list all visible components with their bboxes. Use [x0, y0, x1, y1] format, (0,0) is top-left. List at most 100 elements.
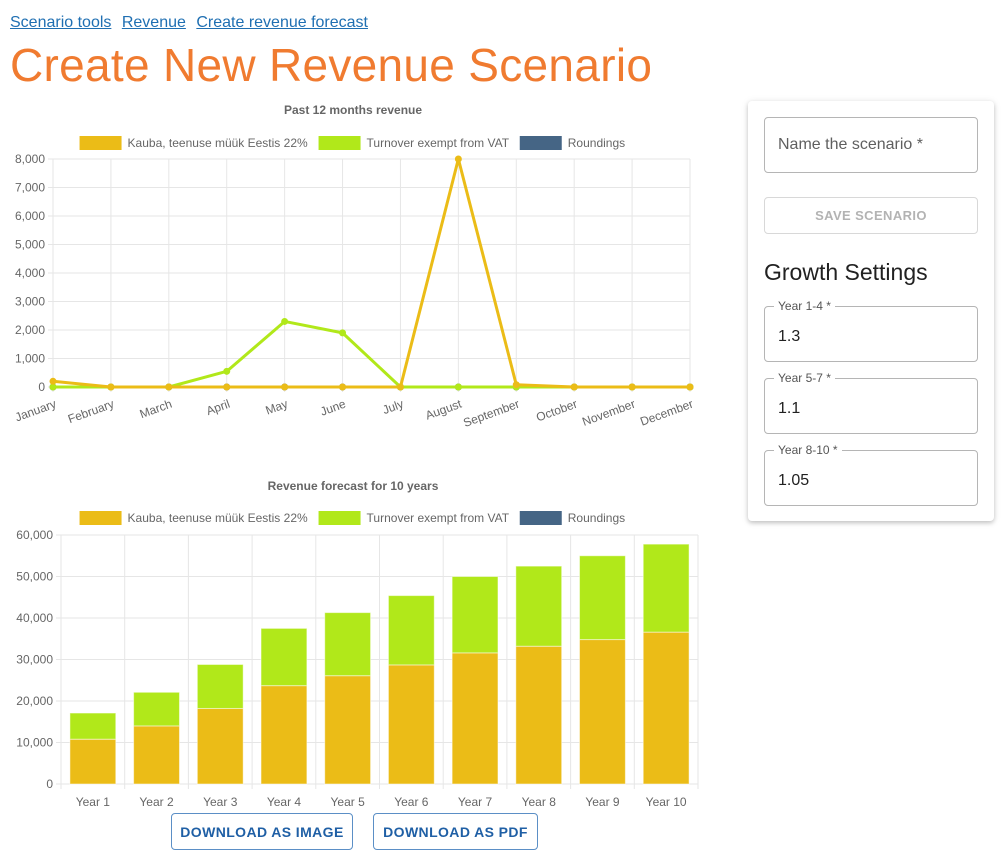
- bar-1-9: [642, 543, 690, 633]
- line-point-0-4: [281, 383, 289, 391]
- line-chart-y-tick-2: 2,000: [15, 323, 45, 337]
- bar-0-3: [260, 685, 308, 785]
- line-point-0-2: [165, 383, 173, 391]
- line-point-0-6: [396, 383, 404, 391]
- bar-chart-legend-swatch-0: [79, 511, 122, 525]
- line-chart-x-tick-1: February: [66, 397, 116, 427]
- line-chart-legend-label-0: Kauba, teenuse müük Eestis 22%: [128, 136, 308, 150]
- line-chart-x-tick-2: March: [138, 397, 174, 422]
- bar-1-8: [579, 555, 626, 641]
- breadcrumb-revenue-link[interactable]: Revenue: [121, 14, 186, 31]
- bar-chart-x-tick-6: Year 7: [458, 795, 493, 809]
- line-point-0-7: [454, 155, 462, 163]
- line-chart-y-tick-4: 4,000: [15, 266, 45, 280]
- bar-1-0: [69, 712, 117, 740]
- year-8-10-field: Year 8-10 *: [764, 443, 978, 506]
- bar-0-4: [324, 675, 372, 785]
- bar-0-2: [196, 707, 244, 785]
- bar-chart-y-tick-2: 20,000: [16, 694, 53, 708]
- year-1-4-field: Year 1-4 *: [764, 299, 978, 362]
- bar-chart-legend-label-2: Roundings: [568, 511, 625, 525]
- page-title: Create New Revenue Scenario: [10, 39, 653, 91]
- save-scenario-button[interactable]: SAVE SCENARIO: [764, 197, 978, 234]
- bar-chart-y-tick-1: 10,000: [16, 736, 53, 750]
- line-point-1-3: [223, 367, 231, 375]
- breadcrumb: Scenario tools Revenue Create revenue fo…: [10, 14, 374, 32]
- line-chart-x-tick-9: October: [534, 397, 579, 425]
- line-series-0: [52, 157, 690, 389]
- growth-settings-heading: Growth Settings: [764, 259, 928, 285]
- bar-chart-x-tick-0: Year 1: [76, 795, 111, 809]
- year-5-7-field: Year 5-7 *: [764, 371, 978, 434]
- bar-chart-y-tick-0: 0: [46, 777, 53, 791]
- bar-0-0: [69, 738, 117, 785]
- line-chart-y-tick-1: 1,000: [15, 352, 45, 366]
- line-chart-x-tick-10: November: [580, 397, 637, 429]
- line-point-1-4: [281, 317, 289, 325]
- bar-chart-title: Revenue forecast for 10 years: [268, 479, 439, 493]
- line-chart-legend-swatch-0: [79, 136, 122, 150]
- bar-chart-x-tick-3: Year 4: [267, 795, 302, 809]
- bar-1-2: [196, 663, 244, 709]
- line-chart-x-tick-0: January: [13, 397, 58, 425]
- line-chart-x-tick-5: June: [318, 397, 348, 419]
- line-chart-y-tick-6: 6,000: [15, 209, 45, 223]
- scenario-name-input[interactable]: [764, 117, 978, 173]
- breadcrumb-scenario-tools-link[interactable]: Scenario tools: [10, 14, 112, 31]
- bar-1-4: [324, 612, 372, 677]
- line-point-1-7: [454, 383, 462, 391]
- bar-chart-x-tick-4: Year 5: [331, 795, 366, 809]
- bar-chart-y-tick-3: 30,000: [16, 653, 53, 667]
- line-point-1-5: [339, 329, 347, 337]
- year-1-4-input[interactable]: [765, 307, 977, 361]
- bar-1-6: [451, 576, 499, 654]
- bar-chart-y-tick-6: 60,000: [16, 528, 53, 542]
- year-5-7-input[interactable]: [765, 379, 977, 433]
- line-point-0-3: [223, 383, 231, 391]
- bar-chart-legend-label-1: Turnover exempt from VAT: [367, 511, 510, 525]
- line-point-0-10: [628, 383, 636, 391]
- revenue-forecast-chart: Revenue forecast for 10 years Kauba, teen…: [16, 479, 699, 809]
- line-chart-x-tick-7: August: [423, 396, 464, 422]
- line-chart-x-tick-4: May: [264, 397, 290, 418]
- bar-chart-y-tick-4: 40,000: [16, 611, 53, 625]
- download-as-image-button[interactable]: DOWNLOAD AS IMAGE: [171, 813, 353, 850]
- breadcrumb-create-revenue-forecast-link[interactable]: Create revenue forecast: [196, 14, 368, 31]
- line-series-1: [53, 319, 690, 389]
- bar-0-5: [387, 664, 435, 785]
- bar-chart-legend-swatch-1: [318, 511, 361, 525]
- bar-1-5: [387, 595, 435, 666]
- line-point-0-5: [339, 383, 347, 391]
- line-point-1-0: [49, 383, 57, 391]
- bar-1-7: [515, 565, 563, 647]
- line-chart-legend-swatch-1: [318, 136, 361, 150]
- line-chart-legend-swatch-2: [519, 136, 562, 150]
- bar-chart-legend-swatch-2: [519, 511, 562, 525]
- line-chart-x-tick-6: July: [381, 397, 406, 417]
- bar-chart-x-tick-5: Year 6: [394, 795, 429, 809]
- line-chart-y-tick-7: 7,000: [15, 181, 45, 195]
- bar-chart-legend-label-0: Kauba, teenuse müük Eestis 22%: [128, 511, 308, 525]
- bar-chart-x-tick-1: Year 2: [139, 795, 174, 809]
- bar-0-6: [451, 652, 499, 785]
- bar-chart-y-tick-5: 50,000: [16, 570, 53, 584]
- bar-chart-x-tick-2: Year 3: [203, 795, 238, 809]
- download-as-pdf-button[interactable]: DOWNLOAD AS PDF: [373, 813, 538, 850]
- bar-chart-x-tick-9: Year 10: [646, 795, 687, 809]
- line-chart-x-tick-3: April: [204, 397, 231, 418]
- line-chart-y-tick-8: 8,000: [15, 152, 45, 166]
- bar-0-9: [642, 631, 690, 785]
- line-chart-y-tick-0: 0: [38, 380, 45, 394]
- line-chart-title: Past 12 months revenue: [284, 103, 422, 117]
- bar-1-3: [260, 627, 308, 687]
- line-chart-x-tick-8: September: [461, 397, 521, 430]
- bar-chart-x-tick-7: Year 8: [522, 795, 557, 809]
- line-chart-y-tick-5: 5,000: [15, 238, 45, 252]
- past-12-months-chart: Past 12 months revenue Kauba, teenuse müü…: [13, 103, 695, 430]
- bar-chart-x-tick-8: Year 9: [585, 795, 620, 809]
- line-chart-x-tick-11: December: [638, 397, 695, 429]
- bar-0-1: [133, 725, 180, 785]
- year-8-10-input[interactable]: [765, 451, 977, 505]
- line-chart-legend-label-2: Roundings: [568, 136, 625, 150]
- line-point-0-0: [49, 377, 57, 385]
